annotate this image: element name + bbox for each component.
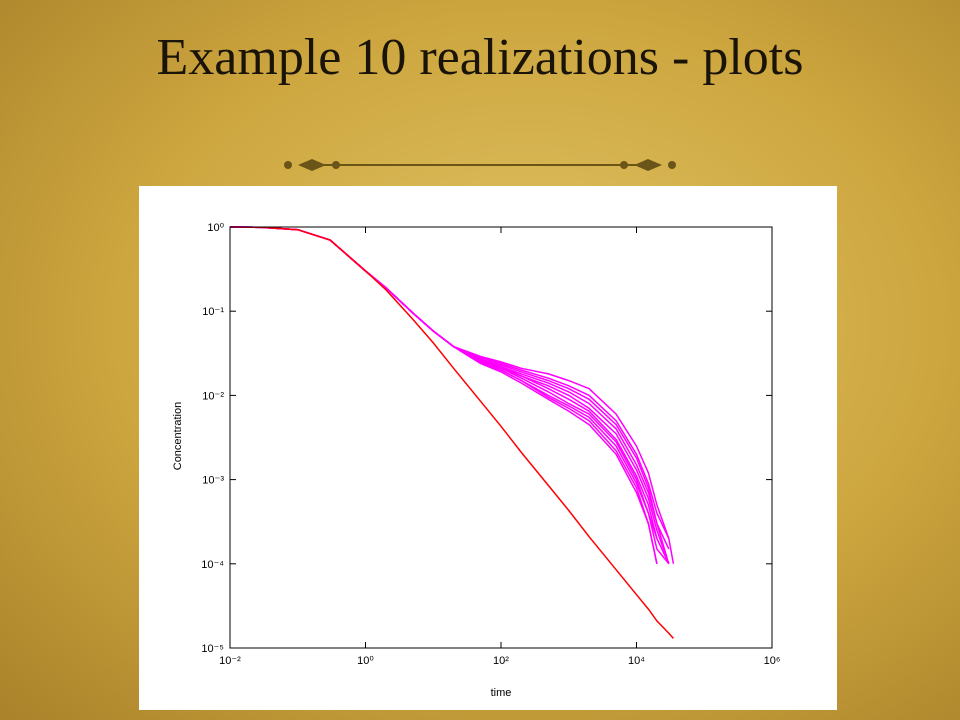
data-line <box>229 226 658 564</box>
data-line <box>229 226 670 539</box>
x-tick-label: 10⁴ <box>628 655 645 667</box>
x-tick-label: 10⁰ <box>357 655 374 667</box>
y-tick-label: 10⁰ <box>207 222 224 234</box>
y-axis-label: Concentration <box>172 402 184 471</box>
y-tick-label: 10⁻² <box>202 390 224 402</box>
data-line <box>229 226 658 539</box>
x-axis-label: time <box>491 687 512 699</box>
data-line <box>229 226 670 565</box>
data-line <box>229 226 670 565</box>
x-tick-label: 10⁻² <box>219 655 241 667</box>
plot-frame <box>229 226 773 649</box>
data-line <box>229 226 670 565</box>
chart: Concentration time 10⁻² 10⁰ 10² 10⁴ 10⁶ 10⁰ 10… <box>172 222 781 699</box>
data-line <box>229 226 670 565</box>
y-tick-label: 10⁻⁵ <box>201 643 224 655</box>
slide-title: Example 10 realizations - plots <box>156 29 804 86</box>
y-tick-label: 10⁻⁴ <box>201 559 224 571</box>
plot-panel: Concentration time 10⁻² 10⁰ 10² 10⁴ 10⁶ 10⁰ 10… <box>139 186 837 710</box>
y-tick-label: 10⁻¹ <box>202 306 224 318</box>
y-tick-label: 10⁻³ <box>202 475 224 487</box>
data-line <box>229 226 670 550</box>
x-tick-label: 10⁶ <box>764 655 781 667</box>
data-line <box>229 226 658 564</box>
title-divider <box>284 159 676 171</box>
data-line <box>229 226 674 639</box>
x-tick-label: 10² <box>493 655 509 667</box>
data-line <box>229 226 675 564</box>
